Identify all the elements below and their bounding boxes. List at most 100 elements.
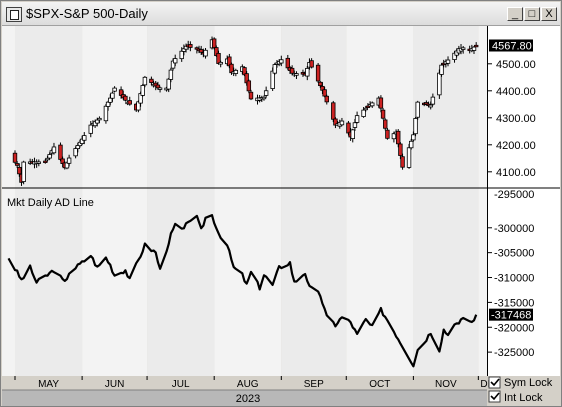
month-label: SEP [304,379,324,390]
price-candle [294,71,299,80]
maximize-button[interactable]: □ [524,7,540,21]
price-candle [51,142,57,155]
price-candle [127,96,132,106]
price-candle [279,55,284,67]
price-candle [370,101,375,108]
month-band [82,26,148,376]
price-candle [142,75,148,88]
price-candle [385,128,390,140]
month-band [281,26,347,376]
ad-axis-tick-label: -315000 [494,297,534,309]
ad-axis-tick-label: -325000 [494,347,534,359]
month-axis [2,376,487,390]
price-candle [400,153,405,170]
price-axis-ticks: 4100.00 4200.00 4300.00 4400.00 4500.00 [487,59,536,179]
price-candle [248,89,254,101]
month-band [14,26,83,376]
month-band [413,26,479,376]
price-candle [103,103,109,124]
price-candle [339,117,345,127]
price-candle [473,42,479,48]
month-label: JUL [172,379,190,390]
price-axis-tick-label: 4300.00 [496,113,536,125]
date-axis-area: MAY JUN JUL AUG SEP OCT NOV DE 2023 Sym Lock In… [2,376,553,406]
price-candle [263,86,269,98]
month-label: JUN [105,379,124,390]
price-axis-tick-label: 4100.00 [496,167,536,179]
price-candle [261,95,267,101]
price-candle [12,150,18,164]
price-candle [380,107,386,120]
price-candle [97,116,102,124]
price-candle [415,100,420,120]
minimize-button[interactable]: _ [507,7,523,21]
year-label: 2023 [236,393,260,405]
price-candle [324,94,329,105]
price-candles [12,36,479,186]
price-candle [173,54,178,67]
price-candle [36,159,42,167]
year-axis [2,390,487,406]
ad-last-value-marker: -317468 [489,308,533,322]
ad-axis-tick-label: -320000 [494,322,534,334]
price-candle [233,68,239,77]
price-candle [21,160,26,185]
int-lock-label: Int Lock [504,392,543,404]
price-candle [66,154,72,167]
month-label: NOV [435,379,457,390]
price-candle [445,56,451,67]
month-label: MAY [38,379,59,390]
sym-lock-checkbox[interactable] [488,376,501,389]
int-lock-control[interactable]: Int Lock [488,390,543,404]
price-candle [218,60,223,68]
price-axis-tick-label: 4500.00 [496,59,536,71]
month-bands [2,26,487,376]
price-candle [157,86,163,93]
price-candle [188,41,193,52]
price-candle [58,142,63,162]
price-candle [430,93,436,106]
month-band [147,26,215,376]
chart-area[interactable]: 4100.00 4200.00 4300.00 4400.00 4500.00 Mkt … [2,26,560,376]
sym-lock-check-icon [490,378,500,387]
price-candle [246,79,252,94]
price-candle [140,83,145,97]
sym-lock-control[interactable]: Sym Lock [488,376,553,389]
price-candle [460,46,466,54]
close-button[interactable]: X [541,7,557,21]
ad-last-value-label: -317468 [491,310,531,322]
price-candle [354,111,360,124]
ad-pane-title: Mkt Daily AD Line [7,197,94,209]
price-last-value-label: 4567.80 [492,40,532,52]
int-lock-check-icon [490,392,500,401]
price-last-value-marker: 4567.80 [489,39,533,52]
price-axis-tick-label: 4400.00 [496,86,536,98]
price-candle [398,142,403,160]
ad-axis-tick-label: -310000 [494,273,534,285]
price-candle [168,67,174,83]
ad-partial-tick-label: -295000 [494,189,534,201]
price-candle [350,128,355,143]
month-label: AUG [237,379,259,390]
window-title: $SPX-S&P 500-Daily [26,6,148,21]
price-candle [413,117,418,137]
ad-axis-ticks: -300000 -305000 -310000 -315000 -320000 -3250… [487,223,534,359]
price-axis-tick-label: 4200.00 [496,140,536,152]
ad-axis-tick-label: -300000 [494,223,534,235]
price-candle [383,118,388,131]
price-candle [112,86,117,93]
month-label: OCT [369,379,390,390]
price-candle [203,48,208,59]
int-lock-checkbox[interactable] [488,390,501,403]
app-icon[interactable] [6,7,22,22]
month-band [2,26,15,376]
title-bar[interactable]: $SPX-S&P 500-Daily _ □ X [2,2,560,26]
month-label: DE [480,379,494,390]
month-labels: MAY JUN JUL AUG SEP OCT NOV DE [14,376,495,390]
price-candle [82,132,87,145]
month-band [478,26,487,376]
month-band [346,26,414,376]
price-candle [110,91,115,102]
price-candle [309,58,314,69]
